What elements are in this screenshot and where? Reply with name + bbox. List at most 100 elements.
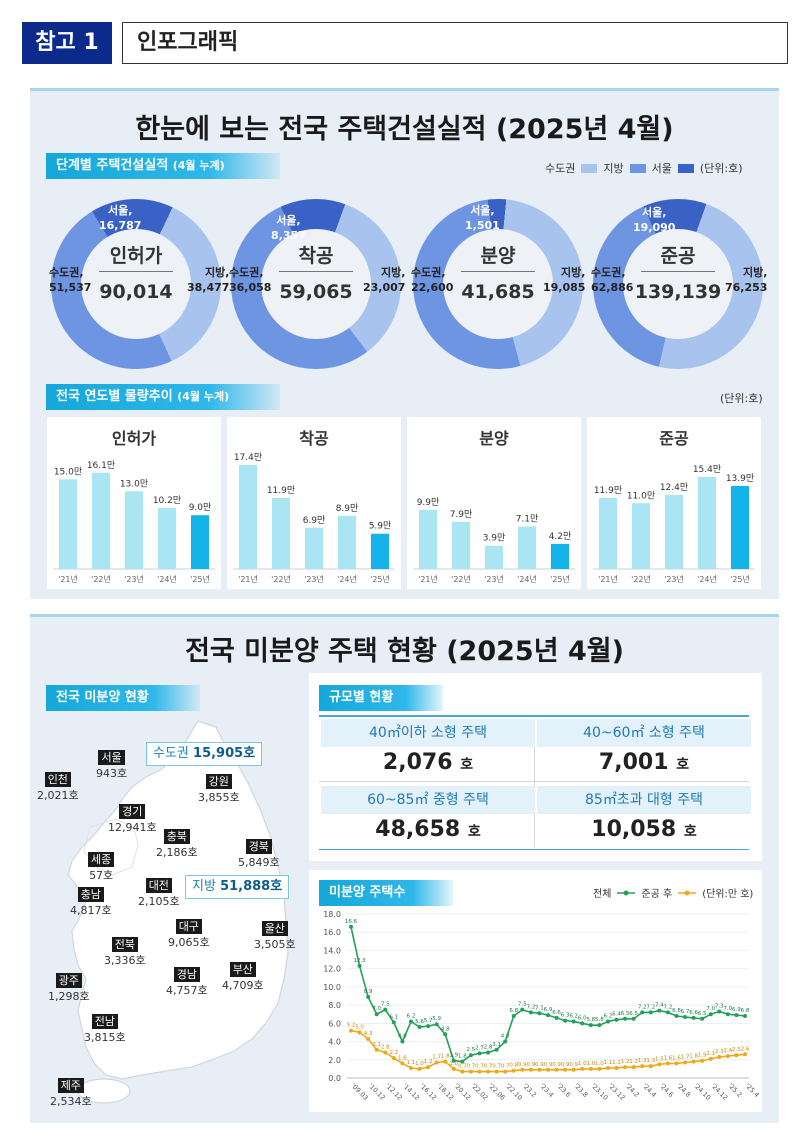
region-chungnam-name: 충남 <box>77 887 104 902</box>
series-data-label: 2.8 <box>381 1044 390 1050</box>
bar-mark <box>731 485 749 569</box>
series-data-label: 0.7 <box>492 1064 501 1070</box>
series-point <box>477 1051 482 1056</box>
bar-tick-label: '24년 <box>157 574 177 584</box>
region-gyeonggi-value: 12,941호 <box>108 821 157 834</box>
y-tick-label: 10.0 <box>323 983 341 992</box>
region-sejong: 세종 57호 <box>88 852 115 883</box>
series-point <box>665 1010 670 1015</box>
bar-data-label: 11.9만 <box>594 485 622 496</box>
region-daejeon-value: 2,105호 <box>138 895 180 908</box>
series-point <box>571 1067 576 1072</box>
region-jeonbuk-name: 전북 <box>111 937 138 952</box>
region-chungbuk-value: 2,186호 <box>156 846 198 859</box>
bar-mark <box>239 465 257 569</box>
series-data-label: 5.8 <box>586 1017 595 1023</box>
region-daejeon-name: 대전 <box>145 878 172 893</box>
series-point <box>349 1028 353 1033</box>
bar-title-permit: 인허가 <box>111 429 157 448</box>
bar-data-label: 9.9만 <box>417 497 440 508</box>
series-point <box>614 1017 619 1022</box>
bar-tick-label: '23년 <box>484 574 504 584</box>
section-yearly-label: 전국 연도별 물량추이 <box>56 389 173 404</box>
series-point <box>546 1013 550 1018</box>
bar-data-label: 5.9만 <box>369 521 392 532</box>
bar-data-label: 4.2만 <box>549 531 572 542</box>
series-point <box>537 1067 542 1072</box>
donut-start-divider <box>279 271 353 272</box>
bar-mark <box>698 476 716 569</box>
x-tick-label: '12.12 <box>384 1082 404 1102</box>
series-data-label: 0.7 <box>484 1064 493 1070</box>
series-data-label: 1.0 <box>415 1061 424 1067</box>
region-incheon-value: 2,021호 <box>37 789 79 802</box>
bar-data-label: 15.4만 <box>693 464 721 475</box>
series-data-label: 7.5 <box>518 1002 527 1008</box>
x-tick-label: '24.12 <box>709 1082 729 1102</box>
series-data-label: 0.9 <box>544 1062 553 1068</box>
region-incheon-name: 인천 <box>44 772 71 787</box>
section-unsold-map: 전국 미분양 현황 <box>46 685 200 711</box>
series-point <box>426 1065 431 1070</box>
donut-permit-seoul: 서울, 16,787 <box>99 203 141 233</box>
series-point <box>426 1024 431 1029</box>
series-data-label: 2.5 <box>732 1047 741 1053</box>
bar-mark <box>92 472 110 569</box>
size-panel: 규모별 현황 40㎡이하 소형 주택 2,076 호 40~60㎡ 소형 주택 … <box>309 673 762 861</box>
series-point <box>631 1016 636 1021</box>
series-point <box>528 1010 533 1015</box>
series-data-label: 2.7 <box>475 1045 484 1051</box>
series-data-label: 0.8 <box>509 1063 518 1069</box>
x-tick-label: '23.10 <box>589 1082 609 1102</box>
x-tick-label: '23.12 <box>607 1082 627 1102</box>
reference-tag: 참고 1 <box>22 22 112 64</box>
donut-start-name: 착공 <box>298 245 334 267</box>
series-data-label: 0.7 <box>475 1064 484 1070</box>
series-data-label: 1.3 <box>638 1058 647 1064</box>
series-data-label: 1.8 <box>689 1054 698 1060</box>
series-data-label: 7.2 <box>526 1004 535 1010</box>
region-gwangju-name: 광주 <box>55 973 82 988</box>
series-point <box>614 1065 619 1070</box>
x-tick-label: '09.03 <box>350 1082 370 1102</box>
bar-data-label: 3.9만 <box>483 533 506 544</box>
section-stage-sub: (4월 누계) <box>172 159 225 172</box>
donut-permit-total: 90,014 <box>99 281 173 303</box>
size-value-2-num: 7,001 <box>598 750 669 775</box>
series-point <box>400 1039 405 1044</box>
bar-data-label: 11.9만 <box>267 485 295 496</box>
y-tick-label: 14.0 <box>323 946 341 955</box>
donut-start-hole <box>261 229 371 339</box>
series-data-label: 1.5 <box>655 1056 664 1062</box>
bar-tick-label: '25년 <box>190 574 210 584</box>
series-data-label: 6.8 <box>509 1008 518 1014</box>
bar-mark <box>632 503 650 569</box>
series-data-label: 1.2 <box>629 1059 638 1065</box>
series-point <box>460 1069 465 1074</box>
series-point <box>520 1007 525 1012</box>
series-point <box>486 1069 491 1074</box>
bar-title-sale: 분양 <box>479 429 509 448</box>
series-data-label: 1.1 <box>612 1060 621 1066</box>
region-gangwon-value: 3,855호 <box>198 791 240 804</box>
region-sejong-value: 57호 <box>89 869 114 882</box>
region-gangwon: 강원 3,855호 <box>198 774 240 805</box>
region-gyeonggi: 경기 12,941호 <box>108 804 157 835</box>
x-tick-label: '23.8 <box>572 1082 589 1099</box>
series-point <box>665 1061 670 1066</box>
local-total-value: 51,888호 <box>220 879 283 894</box>
size-value-4-unit: 호 <box>683 824 697 840</box>
series-data-label: 0.9 <box>569 1062 578 1068</box>
region-daegu: 대구 9,065호 <box>168 919 210 950</box>
region-gyeongbuk-value: 5,849호 <box>238 856 280 869</box>
donut-complete-local-value: 76,253 <box>725 281 768 294</box>
series-data-label: 8.9 <box>364 989 373 995</box>
series-point <box>743 1052 747 1057</box>
series-data-label: 4.8 <box>441 1026 450 1032</box>
donut-complete-local: 지방, 76,253 <box>725 265 767 295</box>
series-point <box>631 1065 636 1070</box>
unsold-panel: 전국 미분양 주택 현황 (2025년 4월) 전국 미분양 현황 서울 943호… <box>30 614 779 1123</box>
series-point <box>408 1019 413 1024</box>
trend-legend-after-swatch <box>678 890 697 895</box>
series-data-label: 4.0 <box>501 1034 510 1040</box>
